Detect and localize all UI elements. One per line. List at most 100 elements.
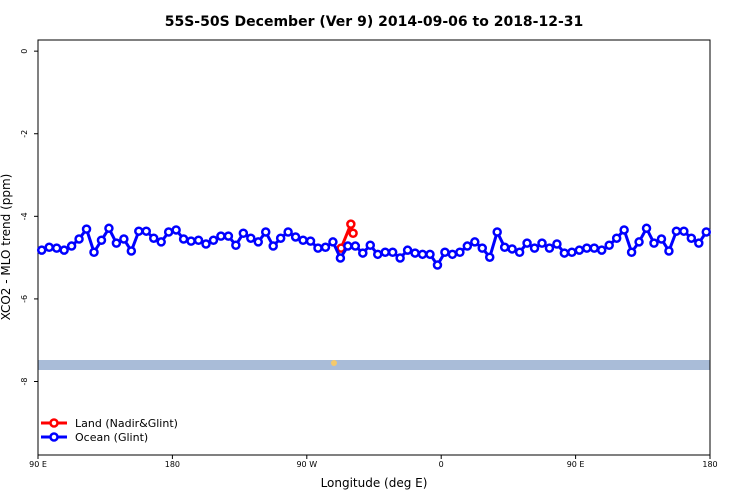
point [604, 240, 614, 250]
point [74, 234, 84, 244]
point [223, 231, 234, 241]
point [544, 243, 555, 253]
point [246, 233, 256, 243]
point [656, 234, 667, 244]
x-tick-label: 180 [165, 460, 180, 469]
point [522, 238, 532, 248]
point [447, 249, 458, 260]
point [290, 232, 301, 242]
point [559, 248, 570, 258]
point [283, 227, 293, 237]
point [163, 227, 174, 237]
point [343, 241, 353, 251]
point [208, 235, 219, 246]
point [171, 225, 181, 235]
point [238, 228, 249, 239]
point [537, 238, 547, 248]
point [574, 245, 585, 255]
point [567, 247, 577, 257]
legend-marker [49, 418, 59, 428]
point [231, 240, 241, 250]
point [395, 253, 405, 263]
point [111, 238, 122, 248]
point [320, 242, 331, 253]
point [462, 241, 473, 251]
chart-title: 55S-50S December (Ver 9) 2014-09-06 to 2… [165, 14, 584, 30]
point [634, 237, 644, 247]
point [477, 243, 488, 253]
legend-marker [49, 432, 59, 442]
point [470, 237, 480, 247]
point [671, 226, 682, 236]
land-band [38, 360, 710, 370]
y-tick-label: -8 [20, 378, 29, 386]
point [186, 236, 196, 246]
point [313, 243, 323, 253]
point [89, 247, 99, 257]
point [348, 228, 358, 239]
point [440, 247, 450, 257]
point [81, 224, 92, 234]
point [36, 245, 47, 255]
point [119, 234, 129, 244]
point [305, 236, 316, 246]
x-tick-label: 90 E [567, 460, 585, 469]
x-tick-label: 0 [439, 460, 444, 469]
point [484, 252, 495, 262]
point [611, 233, 622, 243]
point [350, 241, 361, 251]
point [686, 233, 697, 243]
point [499, 242, 510, 253]
point [387, 247, 398, 257]
point [694, 238, 704, 248]
point [619, 225, 629, 235]
point [335, 253, 346, 263]
y-tick-label: -4 [20, 212, 29, 220]
y-axis-label: XCO2 - MLO trend (ppm) [0, 174, 13, 321]
point [59, 245, 69, 255]
x-tick-label: 180 [702, 460, 717, 469]
point [582, 243, 592, 253]
x-tick-label: 90 E [29, 460, 47, 469]
y-tick-label: -6 [20, 295, 29, 303]
legend-label: Land (Nadir&Glint) [75, 417, 178, 430]
point [216, 231, 226, 241]
point [346, 219, 356, 229]
point [417, 249, 428, 260]
land-dot [331, 360, 337, 366]
point [275, 233, 286, 243]
point [596, 245, 607, 255]
point [529, 243, 540, 253]
point [365, 240, 376, 250]
point [148, 233, 159, 243]
point [268, 241, 278, 251]
point [96, 235, 107, 246]
point [641, 223, 652, 234]
point [649, 238, 659, 248]
point [156, 237, 166, 247]
point [589, 243, 600, 253]
point [514, 247, 525, 257]
point [66, 241, 77, 251]
point [410, 248, 420, 258]
point [260, 227, 271, 237]
point [178, 234, 189, 244]
point [51, 243, 62, 253]
point [679, 226, 689, 236]
point [141, 226, 152, 236]
point [492, 227, 502, 237]
point [134, 226, 144, 236]
point [126, 246, 137, 256]
point [328, 237, 338, 247]
x-tick-label: 90 W [296, 460, 317, 469]
point [44, 242, 54, 253]
point [664, 246, 674, 256]
x-axis-label: Longitude (deg E) [321, 476, 428, 490]
point [372, 249, 383, 260]
y-tick-label: 0 [20, 49, 29, 54]
point [432, 260, 443, 270]
point [104, 223, 114, 234]
point [425, 249, 435, 260]
point [253, 237, 264, 247]
